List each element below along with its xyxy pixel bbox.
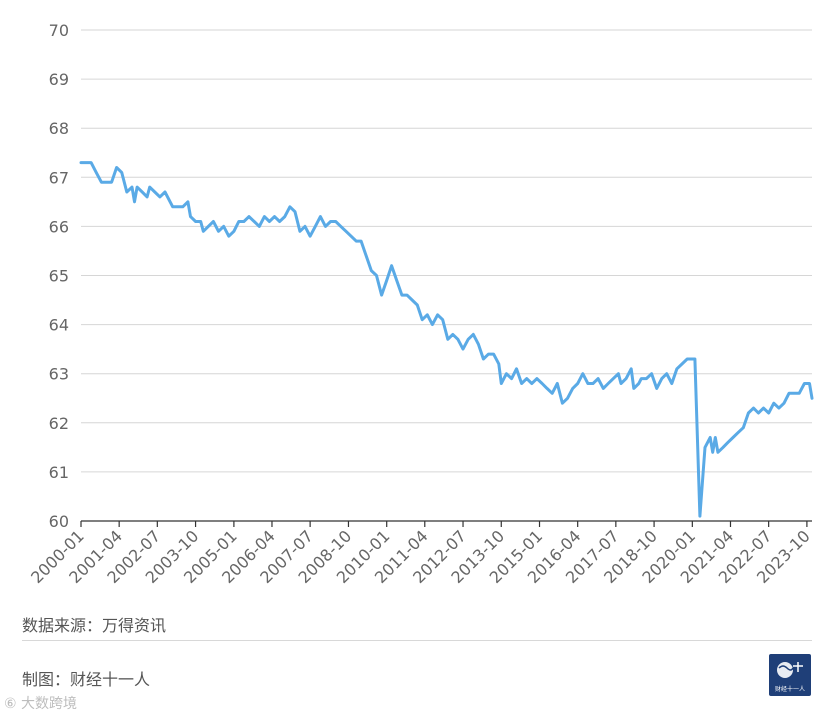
y-tick-label-66: 66 bbox=[49, 217, 69, 236]
y-tick-label-68: 68 bbox=[49, 119, 69, 138]
data-source-note: 数据来源：万得资讯 bbox=[22, 616, 167, 635]
logo-caption: 财经十一人 bbox=[774, 686, 805, 693]
y-tick-label-69: 69 bbox=[49, 70, 69, 89]
y-tick-label-60: 60 bbox=[49, 512, 69, 531]
y-tick-label-67: 67 bbox=[49, 168, 69, 187]
y-tick-label-65: 65 bbox=[49, 267, 69, 286]
brand-logo: 财经十一人 bbox=[769, 654, 811, 696]
y-tick-label-61: 61 bbox=[49, 463, 69, 482]
y-tick-label-64: 64 bbox=[49, 316, 69, 335]
globe-icon bbox=[777, 662, 803, 678]
line-chart: 60 61 62 63 64 65 66 67 68 69 70 2000-01 2001-04 2002… bbox=[27, 21, 814, 587]
series-line-0 bbox=[79, 161, 814, 518]
chart-svg: 60616263646566676869702000-012001-042002… bbox=[27, 21, 814, 587]
y-tick-label-70: 70 bbox=[49, 21, 69, 40]
y-tick-label-63: 63 bbox=[49, 365, 69, 384]
footer-divider bbox=[22, 640, 812, 641]
watermark-text: ⑥ 大数跨境 bbox=[4, 696, 78, 712]
y-tick-label-62: 62 bbox=[49, 414, 69, 433]
chart-credit: 制图：财经十一人 bbox=[22, 670, 151, 689]
